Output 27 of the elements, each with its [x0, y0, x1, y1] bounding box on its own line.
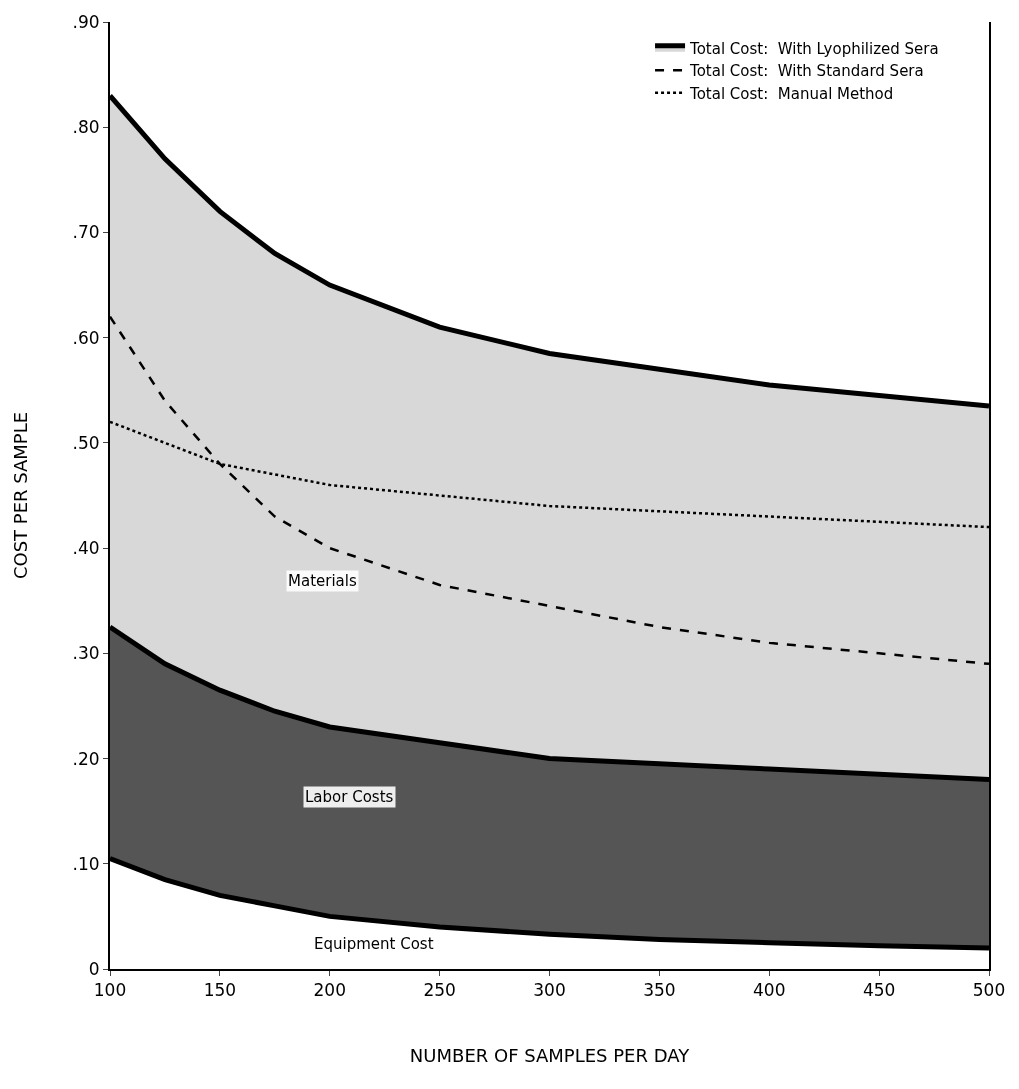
legend-label: Total Cost: Manual Method — [689, 84, 894, 103]
x-axis-title: NUMBER OF SAMPLES PER DAY — [409, 1045, 691, 1066]
x-tick-label: 500 — [972, 980, 1006, 1001]
x-tick-label: 150 — [203, 980, 237, 1001]
x-tick-label: 450 — [862, 980, 896, 1001]
y-tick-label: .80 — [72, 117, 100, 138]
y-tick-label: .70 — [72, 222, 100, 243]
y-tick-label: .40 — [72, 538, 100, 559]
annotation: Labor Costs — [305, 788, 394, 806]
annotation: Materials — [288, 572, 357, 590]
y-tick-label: .50 — [72, 432, 100, 453]
y-tick-label: 0 — [88, 958, 100, 979]
annotation: Equipment Cost — [314, 935, 434, 953]
y-tick-label: .30 — [72, 643, 100, 664]
y-tick-label: .90 — [72, 11, 100, 32]
legend-label: Total Cost: With Standard Sera — [689, 62, 924, 81]
y-tick-label: .20 — [72, 748, 100, 769]
y-tick-label: .60 — [72, 327, 100, 348]
y-axis-title: COST PER SAMPLE — [10, 411, 32, 580]
x-tick-label: 250 — [423, 980, 456, 1001]
x-tick-label: 350 — [643, 980, 676, 1001]
x-tick-label: 100 — [93, 980, 127, 1001]
legend-label: Total Cost: With Lyophilized Sera — [689, 39, 939, 58]
x-tick-label: 200 — [313, 980, 346, 1001]
x-tick-label: 400 — [753, 980, 786, 1001]
x-tick-label: 300 — [533, 980, 566, 1001]
y-tick-label: .10 — [72, 853, 100, 874]
